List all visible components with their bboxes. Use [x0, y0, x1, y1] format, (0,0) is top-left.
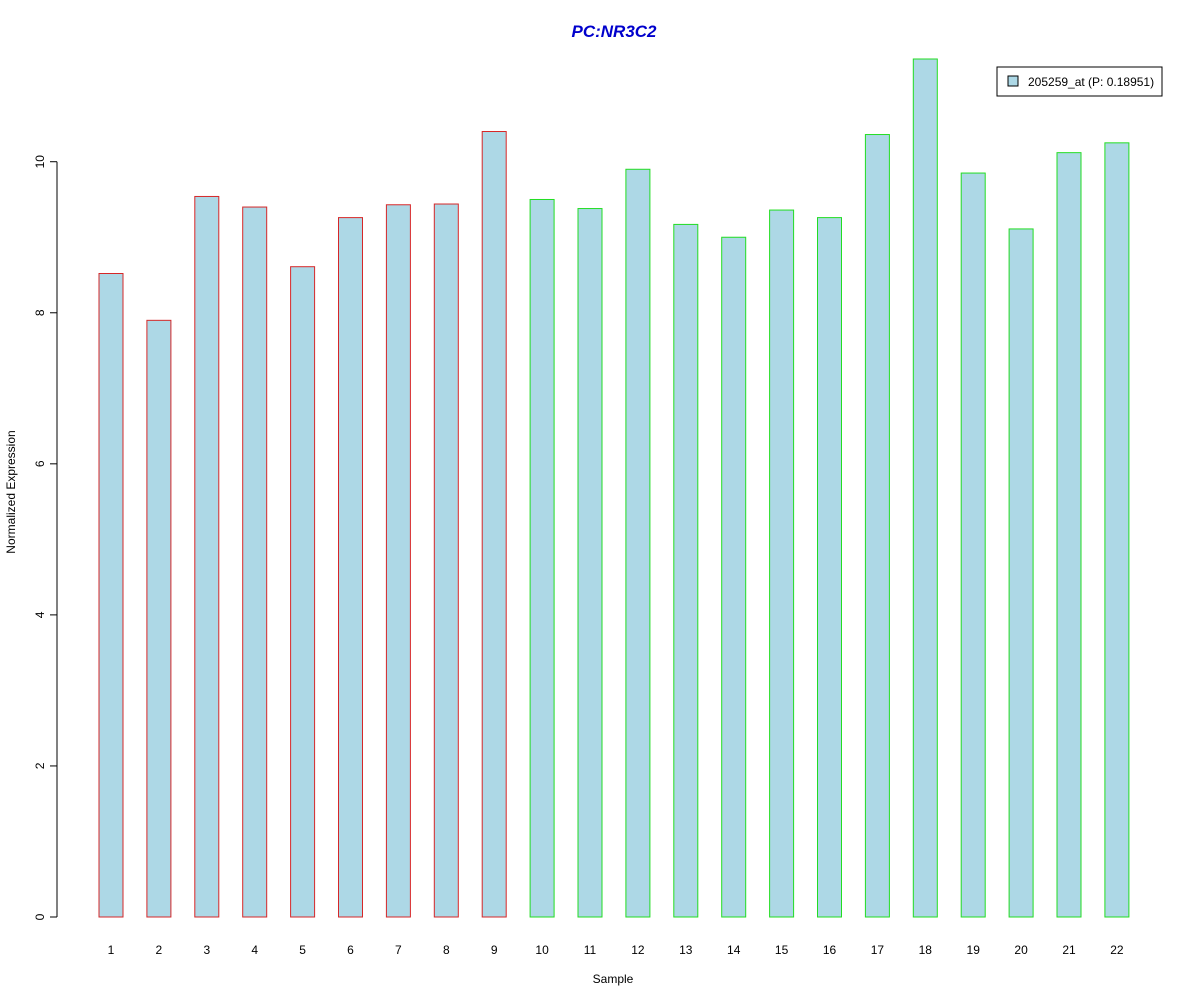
x-axis-label: Sample	[593, 972, 634, 986]
x-axis-tick-label: 5	[299, 943, 306, 957]
chart-title: PC:NR3C2	[571, 22, 657, 41]
x-axis-tick-label: 11	[584, 943, 597, 957]
x-axis-tick-label: 12	[631, 943, 645, 957]
x-axis-tick-labels: 1 2 3 4 5 6 7 8 9 10 11 12 13 14 15 16 17 18 19 20 21 22	[108, 943, 1124, 957]
x-axis-tick-label: 3	[203, 943, 210, 957]
x-axis-tick-label: 18	[919, 943, 933, 957]
y-axis: 0 2 4 6 8 10	[33, 155, 58, 920]
x-axis-tick-label: 15	[775, 943, 789, 957]
bar-sample-22	[1104, 142, 1130, 918]
bar-sample-2	[146, 319, 172, 918]
bar-sample-20	[1008, 228, 1034, 918]
x-axis-tick-label: 20	[1014, 943, 1028, 957]
x-axis-tick-label: 19	[967, 943, 981, 957]
y-axis-tick-label: 0	[33, 913, 47, 920]
x-axis-tick-label: 1	[108, 943, 115, 957]
bar-sample-10	[529, 198, 555, 918]
x-axis-tick-label: 10	[535, 943, 549, 957]
bar-sample-17	[864, 134, 890, 918]
x-axis-tick-label: 4	[251, 943, 258, 957]
x-axis-tick-label: 22	[1110, 943, 1124, 957]
bar-sample-13	[673, 223, 699, 918]
y-axis-tick-label: 4	[33, 611, 47, 618]
bar-sample-4	[242, 206, 268, 918]
bar-sample-5	[290, 266, 316, 918]
y-axis-tick-label: 2	[33, 762, 47, 769]
x-axis-tick-label: 9	[491, 943, 498, 957]
bar-sample-12	[625, 168, 651, 918]
x-axis-tick-label: 13	[679, 943, 693, 957]
bar-sample-1	[98, 273, 124, 918]
y-axis-tick-label: 6	[33, 460, 47, 467]
x-axis-tick-label: 16	[823, 943, 837, 957]
bar-sample-11	[577, 208, 603, 918]
x-axis-tick-label: 8	[443, 943, 450, 957]
bar-sample-16	[817, 217, 842, 918]
bar-sample-18	[912, 58, 938, 918]
bar-sample-19	[960, 172, 986, 918]
legend-entry-label: 205259_at (P: 0.18951)	[1028, 75, 1154, 89]
y-axis-tick-label: 10	[33, 155, 47, 169]
bar-sample-3	[194, 195, 220, 918]
bar-sample-21	[1056, 152, 1082, 918]
legend-swatch	[1007, 75, 1019, 87]
y-axis-tick-label: 8	[33, 309, 47, 316]
legend-box	[996, 66, 1163, 97]
x-axis-tick-label: 21	[1062, 943, 1076, 957]
legend: 205259_at (P: 0.18951)	[996, 66, 1163, 97]
bar-sample-8	[433, 203, 459, 918]
bar-sample-9	[481, 131, 507, 918]
y-axis-label: Normalized Expression	[4, 430, 18, 553]
x-axis-tick-label: 7	[395, 943, 402, 957]
bars	[98, 58, 1130, 918]
bar-sample-14	[721, 236, 747, 918]
x-axis-tick-label: 6	[347, 943, 354, 957]
bar-sample-15	[769, 209, 795, 918]
x-axis-tick-label: 17	[871, 943, 885, 957]
x-axis-tick-label: 14	[727, 943, 741, 957]
bar-sample-6	[338, 217, 363, 918]
bar-sample-7	[385, 204, 411, 918]
x-axis-tick-label: 2	[156, 943, 163, 957]
